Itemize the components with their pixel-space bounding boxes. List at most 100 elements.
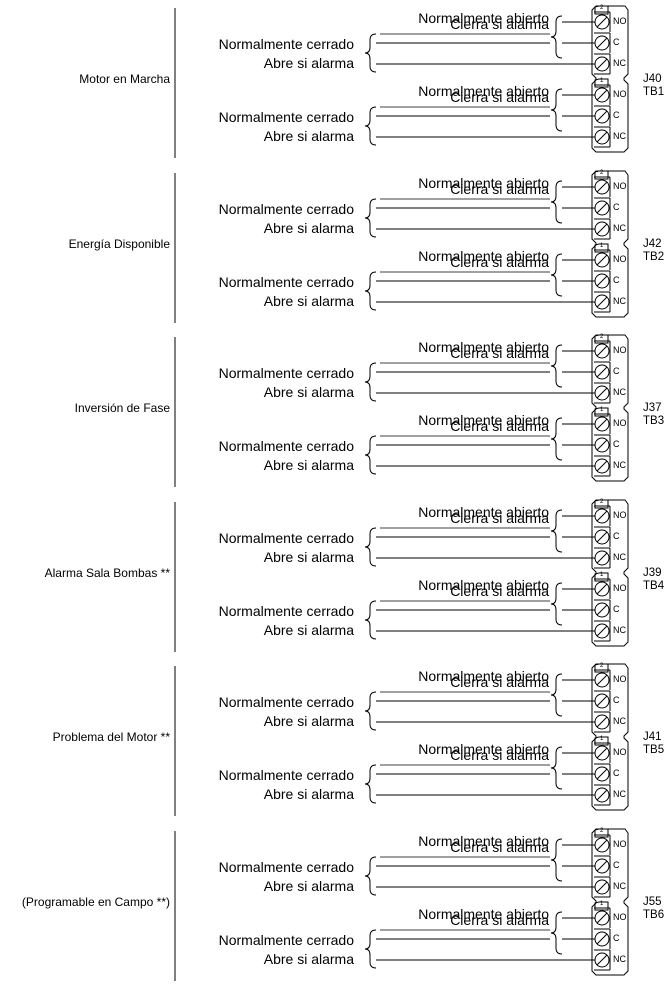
- nc-contact-label: Normalmente cerrado: [218, 273, 354, 290]
- no-contact-label: Normalmente abierto: [418, 668, 549, 684]
- pin-number: 2: [600, 498, 604, 505]
- terminal-label-no: NO: [613, 16, 627, 26]
- nc-contact-label: Normalmente cerrado: [218, 858, 354, 875]
- terminal-label-nc: NC: [613, 131, 626, 141]
- nc-contact-label: Normalmente cerrado: [218, 767, 354, 783]
- terminal-block-id: TB4: [643, 579, 665, 592]
- pin-number: 1: [600, 900, 604, 907]
- brace-left: [364, 929, 377, 968]
- relay-block: 2 NO C NC Normalmente abierto Cierra si alarm…: [0, 334, 670, 495]
- terminal-label-c: C: [613, 37, 620, 47]
- terminal-block-id: TB5: [643, 744, 665, 756]
- jumper-id: J42: [643, 237, 662, 250]
- jumper-label: J40 TB1: [643, 73, 664, 99]
- terminal-label-c: C: [613, 932, 620, 943]
- no-action-label: Cierra si alarma: [450, 582, 549, 599]
- nc-action-label: Abre si alarma: [263, 548, 354, 565]
- brace-left: [364, 435, 377, 475]
- no-action-label: Cierra si alarma: [450, 747, 549, 763]
- jumper-label: J42 TB2: [643, 238, 664, 264]
- terminal-label-c: C: [613, 768, 620, 778]
- pin-marker: [594, 663, 609, 673]
- no-action-label: Cierra si alarma: [450, 838, 549, 855]
- no-action-label: Cierra si alarma: [450, 911, 549, 928]
- pin-marker: [594, 572, 609, 581]
- terminal-label-no: NO: [613, 674, 627, 684]
- brace-left: [364, 527, 377, 566]
- block-description: Alarma Sala Bombas **: [44, 565, 170, 580]
- terminal-label-nc: NC: [613, 222, 626, 233]
- jumper-label: J55 TB6: [643, 896, 664, 922]
- jumper-id: J37: [643, 402, 662, 414]
- nc-action-label: Abre si alarma: [263, 457, 354, 473]
- terminal-block-id: TB1: [643, 86, 665, 98]
- terminal-label-c: C: [613, 859, 620, 870]
- nc-action-label: Abre si alarma: [263, 950, 354, 967]
- brace-left: [364, 198, 377, 237]
- no-contact-label: Normalmente abierto: [418, 83, 549, 99]
- pin-marker: [594, 828, 609, 837]
- jumper-id: J41: [643, 731, 662, 743]
- relay-wiring-svg: [174, 499, 629, 652]
- nc-contact-label: Normalmente cerrado: [218, 529, 354, 546]
- terminal-label-nc: NC: [613, 58, 626, 68]
- no-contact-label: Normalmente abierto: [418, 247, 549, 264]
- pin-number: 2: [600, 5, 604, 11]
- terminal-label-no: NO: [613, 838, 627, 849]
- no-action-label: Cierra si alarma: [450, 180, 549, 197]
- terminal-label-c: C: [613, 274, 620, 285]
- block-description: Energía Disponible: [68, 236, 170, 251]
- no-contact-label: Normalmente abierto: [418, 741, 549, 757]
- pin-marker: [594, 170, 609, 179]
- jumper-id: J55: [643, 895, 662, 908]
- terminal-label-nc: NC: [613, 624, 626, 635]
- brace-right: [550, 673, 563, 717]
- nc-contact-label: Normalmente cerrado: [218, 200, 354, 217]
- relay-block: 2 NO C NC Normalmente abierto Cierra si alarm…: [0, 827, 670, 989]
- brace-right: [550, 417, 563, 461]
- pin-number: 2: [600, 169, 604, 176]
- block-description: Problema del Motor **: [52, 730, 170, 744]
- pin-number: 2: [600, 827, 604, 834]
- brace-left: [364, 33, 377, 73]
- jumper-id: J39: [643, 566, 662, 579]
- brace-right: [550, 911, 563, 954]
- terminal-label-c: C: [613, 110, 620, 120]
- terminal-label-no: NO: [613, 418, 627, 428]
- terminal-label-c: C: [613, 695, 620, 705]
- relay-block: 2 NO C NC Normalmente abierto Cierra si alarm…: [0, 663, 670, 824]
- pin-marker: [594, 736, 609, 746]
- pin-number: 1: [600, 78, 604, 84]
- block-description: Inversión de Fase: [74, 401, 170, 415]
- pin-marker: [594, 407, 609, 417]
- brace-left: [364, 691, 377, 731]
- pin-number: 1: [600, 407, 604, 413]
- pin-marker: [594, 78, 609, 88]
- terminal-label-nc: NC: [613, 460, 626, 470]
- pin-number: 2: [600, 663, 604, 669]
- brace-left: [364, 106, 377, 146]
- terminal-label-no: NO: [613, 253, 627, 264]
- pin-number: 1: [600, 242, 604, 249]
- terminal-label-nc: NC: [613, 953, 626, 964]
- jumper-label: J39 TB4: [643, 567, 664, 593]
- nc-action-label: Abre si alarma: [263, 384, 354, 400]
- jumper-id: J40: [643, 73, 662, 85]
- relay-wiring-svg: [174, 663, 629, 816]
- terminal-label-c: C: [613, 366, 620, 376]
- brace-right: [550, 253, 563, 296]
- terminal-label-c: C: [613, 439, 620, 449]
- terminal-label-no: NO: [613, 509, 627, 520]
- brace-left: [364, 764, 377, 804]
- nc-contact-label: Normalmente cerrado: [218, 602, 354, 619]
- nc-action-label: Abre si alarma: [263, 292, 354, 309]
- relay-wiring-svg: [174, 334, 629, 487]
- terminal-label-nc: NC: [613, 716, 626, 726]
- brace-right: [550, 838, 563, 881]
- no-contact-label: Normalmente abierto: [418, 503, 549, 520]
- nc-action-label: Abre si alarma: [263, 128, 354, 144]
- brace-right: [550, 509, 563, 552]
- pin-marker: [594, 334, 609, 344]
- nc-action-label: Abre si alarma: [263, 55, 354, 71]
- brace-right: [550, 180, 563, 223]
